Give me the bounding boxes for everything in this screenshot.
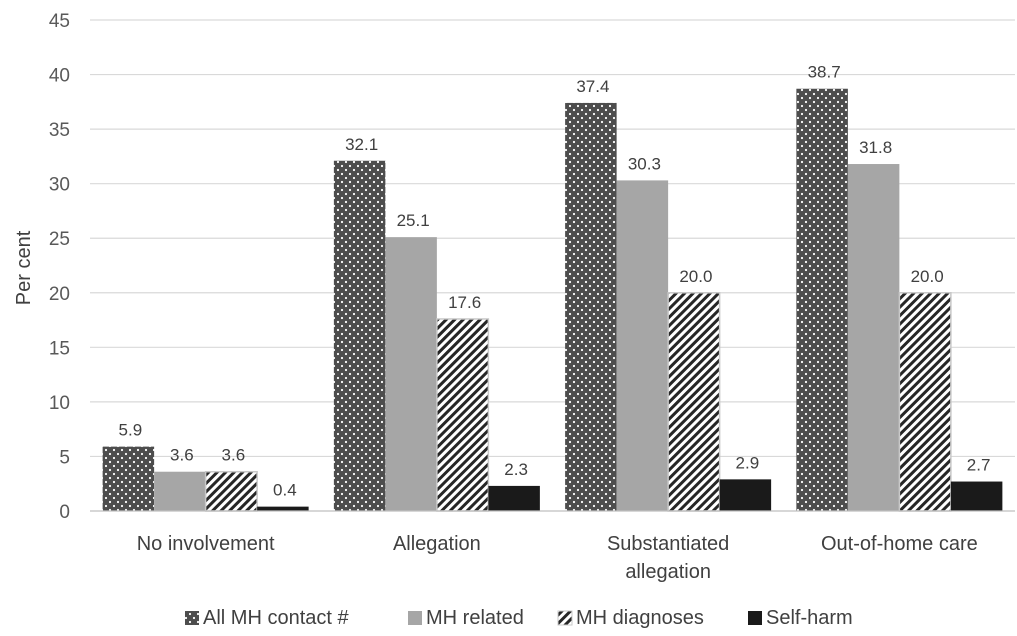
x-category-label: Allegation [393, 533, 481, 555]
data-label: 17.6 [448, 293, 481, 312]
bar-dotted-dark [565, 102, 617, 512]
data-label: 30.3 [628, 154, 661, 173]
data-label: 2.7 [967, 456, 991, 475]
y-tick-label: 15 [49, 338, 70, 359]
y-tick-label: 35 [49, 120, 70, 141]
y-tick-label: 40 [49, 66, 70, 87]
y-tick-label: 5 [59, 447, 70, 468]
x-category-label: allegation [625, 561, 711, 583]
legend-label: All MH contact # [203, 607, 349, 629]
bar-solid-light [385, 237, 437, 511]
legend-label: MH related [426, 607, 524, 629]
data-label: 20.0 [679, 267, 712, 286]
y-tick-label: 20 [49, 284, 70, 305]
y-tick-label: 0 [59, 502, 70, 523]
bar-dotted-dark [102, 446, 155, 511]
bar-solid-dark [257, 506, 309, 511]
y-tick-label: 25 [49, 229, 70, 250]
data-label: 5.9 [119, 421, 143, 440]
legend-label: MH diagnoses [576, 607, 704, 629]
bar-diagonal-hatch [204, 470, 258, 512]
data-label: 38.7 [808, 63, 841, 82]
legend-swatch [408, 611, 422, 625]
legend-swatch [557, 610, 573, 626]
data-label: 2.3 [504, 460, 528, 479]
data-label: 37.4 [576, 77, 609, 96]
y-tick-label: 10 [49, 393, 70, 414]
data-label: 31.8 [859, 138, 892, 157]
legend-swatch [185, 611, 199, 625]
data-labels: 5.9 3.6 3.6 0.4 32.1 25.1 17.6 2.3 37.4 30.3 20.0 2… [119, 63, 991, 500]
x-category-label: Out-of-home care [821, 533, 978, 555]
bar-diagonal-hatch [436, 318, 490, 512]
x-category-label: Substantiated [607, 533, 729, 555]
bar-solid-light [154, 471, 206, 511]
y-axis-title: Per cent [13, 230, 35, 305]
bar-solid-dark [950, 481, 1003, 511]
data-label: 0.4 [273, 481, 297, 500]
data-label: 25.1 [397, 211, 430, 230]
x-category-label: No involvement [137, 533, 275, 555]
bars [102, 88, 1003, 512]
data-label: 3.6 [222, 446, 246, 465]
bar-dotted-dark [333, 160, 386, 511]
data-label: 32.1 [345, 135, 378, 154]
bar-solid-dark [719, 479, 772, 511]
y-tick-label: 45 [49, 11, 70, 32]
bar-solid-dark [488, 485, 540, 511]
bar-diagonal-hatch [898, 292, 952, 512]
data-label: 2.9 [736, 453, 760, 472]
bar-solid-light [616, 180, 669, 512]
bar-dotted-dark [796, 88, 848, 512]
legend-swatch [748, 611, 762, 625]
axes: 0 5 10 15 20 25 30 35 40 45 No involvement Allegati… [49, 11, 1015, 583]
data-label: 3.6 [170, 446, 194, 465]
gridlines [90, 19, 1015, 458]
bar-diagonal-hatch [667, 292, 721, 512]
legend: All MH contact # MH related MH diagnoses Se… [185, 607, 853, 629]
data-label: 20.0 [911, 267, 944, 286]
y-tick-label: 30 [49, 175, 70, 196]
legend-label: Self-harm [766, 607, 853, 629]
bar-solid-light [847, 164, 900, 511]
